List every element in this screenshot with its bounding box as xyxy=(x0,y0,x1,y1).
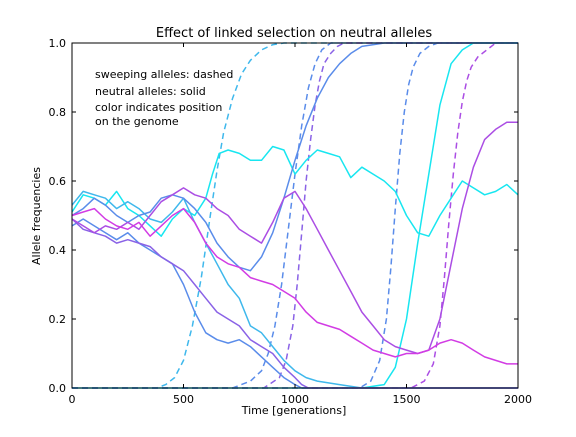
y-axis-label: Allele frequencies xyxy=(30,167,43,265)
neutral-allele-line-8 xyxy=(71,42,518,272)
x-tick-label: 1500 xyxy=(393,393,421,406)
chart-title: Effect of linked selection on neutral al… xyxy=(156,26,432,41)
neutral-allele-line-7 xyxy=(71,190,518,389)
sweeping-allele-line-3 xyxy=(72,42,518,389)
y-tick-label: 0.0 xyxy=(49,382,67,395)
annotation-line: color indicates position xyxy=(95,101,222,114)
y-tick-label: 0.2 xyxy=(49,313,67,326)
x-tick-label: 500 xyxy=(173,393,194,406)
y-tick-label: 0.6 xyxy=(49,175,67,188)
neutral-allele-line-9 xyxy=(71,218,518,389)
x-tick-label: 0 xyxy=(69,393,76,406)
tick-layer: 0 500 1000 1500 2000 0.0 0.2 0.4 0.6 0.8 1.0 xyxy=(49,37,533,406)
annotation-line: sweeping alleles: dashed xyxy=(95,68,233,81)
y-tick-label: 0.4 xyxy=(49,244,67,257)
x-tick-label: 2000 xyxy=(504,393,532,406)
x-tick-label: 1000 xyxy=(281,393,309,406)
neutral-allele-line-5 xyxy=(71,145,519,237)
neutral-allele-line-10 xyxy=(71,218,518,389)
annotation-line: neutral alleles: solid xyxy=(95,85,206,98)
neutral-allele-line-12 xyxy=(71,207,518,365)
annotation-line: on the genome xyxy=(95,115,179,128)
annotation-block: sweeping alleles: dashed neutral alleles… xyxy=(95,68,233,128)
x-axis-label: Time [generations] xyxy=(241,404,347,417)
y-tick-label: 1.0 xyxy=(49,37,67,50)
neutral-allele-line-11 xyxy=(71,121,518,355)
sweeping-allele-line-4 xyxy=(72,42,518,389)
y-tick-label: 0.8 xyxy=(49,106,67,119)
